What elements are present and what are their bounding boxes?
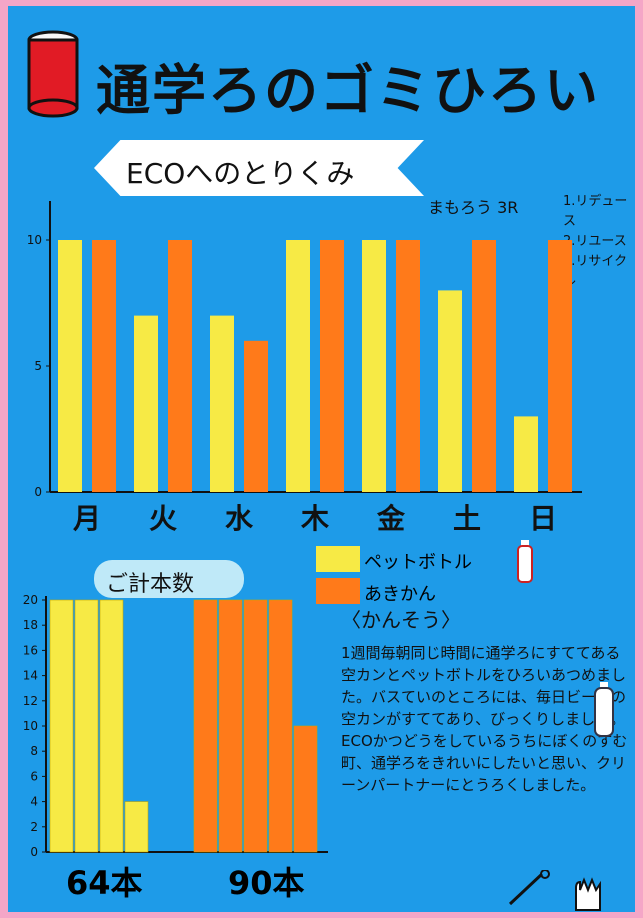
y-tick-label: 8 [30, 744, 38, 758]
y-tick-label: 4 [30, 795, 38, 809]
total-bar-chart: 0 2 4 6 8 10 12 14 16 18 20 [23, 593, 328, 859]
total-bar-can-4 [293, 725, 318, 853]
trash-tongs-icon [508, 870, 550, 906]
bar-can-4 [396, 240, 420, 492]
total-bar-can-3 [268, 599, 293, 853]
glove-icon [575, 877, 601, 911]
y-tick-label: 0 [30, 845, 38, 859]
total-bar-can-2 [243, 599, 268, 853]
can-icon [27, 30, 79, 118]
bar-pet-0 [58, 240, 82, 492]
total-bar-can-0 [193, 599, 218, 853]
total-label-pet: 64本 [66, 864, 143, 902]
bar-pet-1 [134, 315, 158, 492]
impressions-text: 1週間毎朝同じ時間に通学ろにすててある空カンとペットボトルをひろいあつめました。… [341, 644, 628, 794]
total-bar-pet-0 [49, 599, 74, 853]
day-label: 月 [72, 502, 101, 535]
day-label: 日 [529, 502, 557, 535]
bar-pet-5 [438, 290, 462, 492]
y-tick-label: 10 [23, 719, 38, 733]
bar-pet-2 [210, 315, 234, 492]
bar-pet-3 [286, 240, 310, 492]
poster: 通学ろのゴミひろい ECOへのとりくみ まもろう 3R 1.リデュース 2.リユ… [8, 6, 635, 912]
day-label: 水 [225, 502, 254, 535]
total-bar-pet-3 [124, 801, 149, 853]
day-label: 土 [453, 502, 481, 535]
subtitle: ECOへのとりくみ [126, 157, 355, 190]
y-tick-label: 2 [30, 820, 38, 834]
y-tick-label: 5 [34, 359, 42, 373]
day-label: 木 [300, 502, 329, 535]
three-r-item-2: 2.リユース [563, 234, 627, 249]
bar-can-3 [320, 240, 344, 492]
total-title: ご計本数 [106, 572, 195, 597]
total-bar-pet-1 [74, 599, 99, 853]
y-tick-label: 16 [23, 643, 38, 657]
y-tick-label: 18 [23, 618, 38, 632]
bar-can-5 [472, 240, 496, 492]
bar-pet-4 [362, 240, 386, 492]
y-tick-label: 14 [23, 669, 38, 683]
memo-text: まもろう 3R [428, 198, 519, 217]
legend-label-pet: ペットボトル [364, 552, 472, 573]
bar-can-1 [168, 240, 192, 492]
total-label-can: 90本 [228, 864, 305, 902]
y-tick-label: 10 [27, 233, 42, 247]
total-bar-pet-2 [99, 599, 124, 853]
legend-swatch-pet [316, 546, 360, 572]
legend-swatch-can [316, 578, 360, 604]
bottle-icon [517, 540, 533, 583]
legend-label-can: あきかん [364, 584, 436, 605]
page-title: 通学ろのゴミひろい [96, 59, 600, 122]
bar-pet-6 [514, 416, 538, 492]
day-label: 火 [149, 502, 177, 535]
y-tick-label: 20 [23, 593, 38, 607]
bar-can-2 [244, 340, 268, 492]
y-tick-label: 12 [23, 694, 38, 708]
total-badge [94, 560, 244, 598]
total-bar-can-1 [218, 599, 243, 853]
y-tick-label: 6 [30, 769, 38, 783]
y-tick-label: 0 [34, 485, 42, 499]
bottle-icon [594, 682, 614, 737]
three-r-item-1: 1.リデュース [563, 194, 628, 229]
weekly-bar-chart: 0 5 10 月 火 水 木 金 土 日 [27, 201, 582, 535]
day-label: 金 [376, 502, 406, 535]
bar-can-6 [548, 240, 572, 492]
bar-can-0 [92, 240, 116, 492]
impressions-title: 〈かんそう〉 [341, 608, 461, 632]
subtitle-banner [94, 140, 424, 196]
